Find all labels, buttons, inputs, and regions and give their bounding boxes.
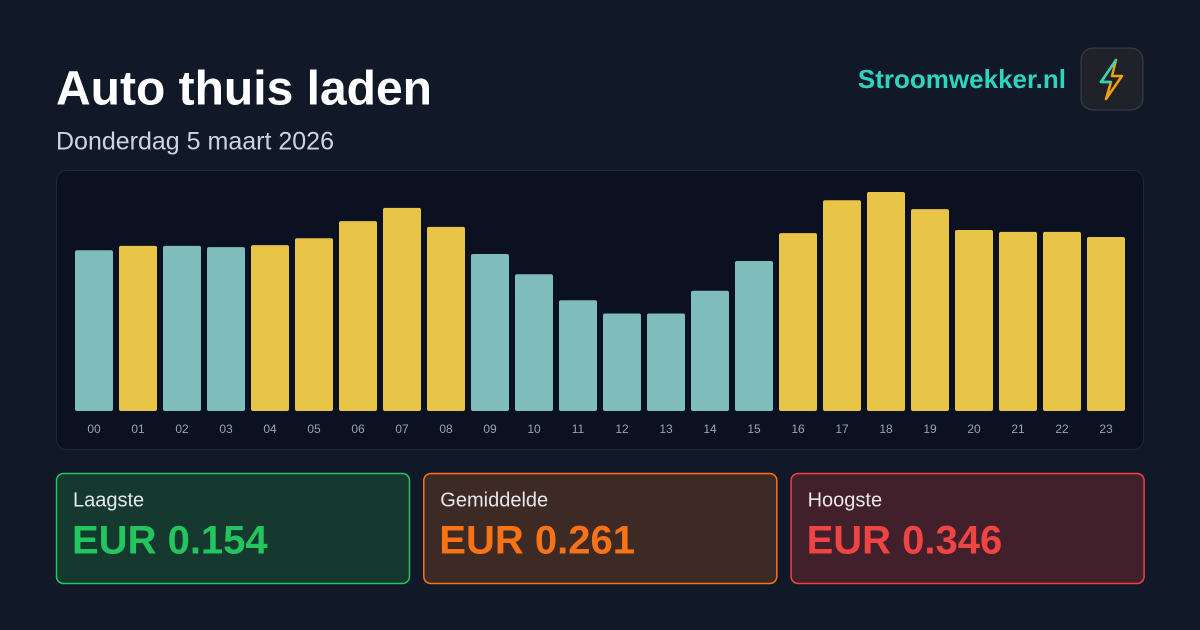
bar xyxy=(603,313,641,411)
logo-bolt-accent xyxy=(1099,59,1118,84)
stat-value: EUR 0.346 xyxy=(807,519,1003,563)
stat-card xyxy=(423,472,778,585)
x-tick-label: 05 xyxy=(307,422,321,436)
x-tick-label: 08 xyxy=(439,422,453,436)
logo-box xyxy=(1080,47,1144,111)
stat-label: Laagste xyxy=(73,489,144,511)
bar xyxy=(119,245,157,411)
x-tick-label: 01 xyxy=(131,422,145,436)
bar xyxy=(207,247,245,411)
x-tick-label: 13 xyxy=(659,422,673,436)
bar xyxy=(559,300,597,411)
stat-card xyxy=(790,472,1145,585)
x-tick-label: 23 xyxy=(1099,422,1113,436)
bar xyxy=(75,250,113,411)
bar xyxy=(1087,236,1125,411)
bar xyxy=(339,221,377,411)
x-tick-label: 21 xyxy=(1011,422,1025,436)
subtitle: Donderdag 5 maart 2026 xyxy=(56,128,334,156)
x-tick-label: 22 xyxy=(1055,422,1069,436)
x-tick-label: 03 xyxy=(219,422,233,436)
x-tick-label: 17 xyxy=(835,422,849,436)
bar xyxy=(735,261,773,411)
x-tick-label: 19 xyxy=(923,422,937,436)
bar xyxy=(427,226,465,411)
bar xyxy=(1043,231,1081,411)
x-tick-label: 16 xyxy=(791,422,805,436)
x-tick-label: 20 xyxy=(967,422,981,436)
x-tick-label: 10 xyxy=(527,422,541,436)
stat-label: Hoogste xyxy=(808,489,883,511)
x-tick-label: 06 xyxy=(351,422,365,436)
bar xyxy=(295,238,333,411)
bar xyxy=(911,209,949,411)
x-tick-label: 15 xyxy=(747,422,761,436)
bars: 00 01 02 03 04 05 06 07 08 09 10 11 12 13 14 15 16 17 18 19… xyxy=(75,192,1125,436)
x-tick-label: 12 xyxy=(615,422,629,436)
bar xyxy=(779,233,817,411)
bar xyxy=(999,231,1037,411)
bar xyxy=(955,229,993,411)
x-tick-label: 14 xyxy=(703,422,717,436)
stat-label: Gemiddelde xyxy=(440,489,548,511)
x-tick-label: 02 xyxy=(175,422,189,436)
stat-value: EUR 0.154 xyxy=(72,519,268,563)
stat-card xyxy=(55,472,411,585)
bar xyxy=(647,313,685,411)
bar xyxy=(163,245,201,411)
stats: Laagste EUR 0.154 Gemiddelde EUR 0.261 Hoogs… xyxy=(55,472,1145,585)
x-tick-label: 11 xyxy=(572,422,585,436)
bar xyxy=(383,207,421,411)
x-tick-label: 04 xyxy=(263,422,277,436)
bar xyxy=(691,290,729,411)
bar xyxy=(823,200,861,411)
x-tick-label: 00 xyxy=(87,422,101,436)
title: Auto thuis laden xyxy=(56,63,432,116)
x-tick-label: 07 xyxy=(395,422,409,436)
bar xyxy=(867,192,905,411)
stat-value: EUR 0.261 xyxy=(439,519,635,563)
bar xyxy=(471,254,509,411)
bar xyxy=(251,245,289,411)
bar xyxy=(515,274,553,411)
x-tick-label: 18 xyxy=(879,422,893,436)
brand: Stroomwekker.nl xyxy=(858,64,1066,94)
x-tick-label: 09 xyxy=(483,422,497,436)
